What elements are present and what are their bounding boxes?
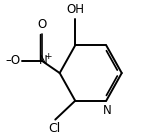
Text: –O: –O <box>6 54 21 67</box>
Text: N: N <box>103 104 112 116</box>
Text: O: O <box>37 18 47 31</box>
Text: OH: OH <box>66 3 84 16</box>
Text: Cl: Cl <box>49 122 61 135</box>
Text: +: + <box>44 52 52 61</box>
Text: N: N <box>39 54 47 67</box>
